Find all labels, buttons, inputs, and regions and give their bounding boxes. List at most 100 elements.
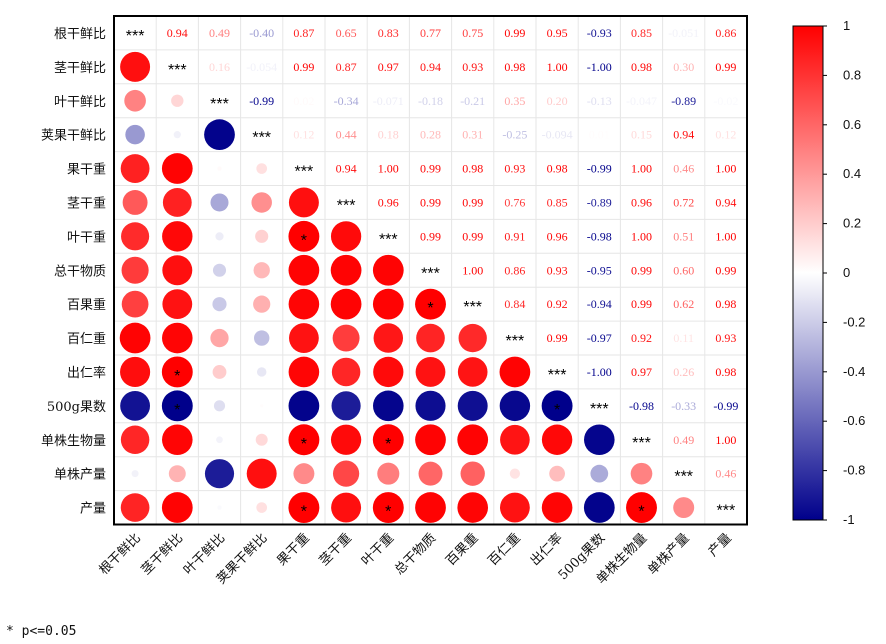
- correlation-value-label: 0.93: [462, 60, 483, 74]
- correlation-circle: [255, 229, 269, 243]
- correlation-value-label: -0.054: [246, 60, 277, 74]
- row-label: 茎干重: [67, 195, 106, 211]
- significance-mark: *: [385, 504, 391, 521]
- correlation-circle: [500, 492, 530, 523]
- correlation-value-label: 0.96: [547, 229, 568, 243]
- correlation-value-label: -0.94: [587, 297, 612, 311]
- correlation-circle: [499, 390, 531, 422]
- correlation-circle: [457, 424, 489, 456]
- correlation-value-label: 0.99: [420, 162, 441, 176]
- plot-frame: [113, 15, 748, 526]
- correlation-circle: [500, 424, 530, 455]
- correlation-circle: [415, 390, 446, 421]
- correlation-value-label: 0.30: [673, 60, 694, 74]
- correlation-value-label: -0.047: [626, 94, 657, 108]
- correlation-circle: [168, 465, 186, 483]
- correlation-circle: [121, 290, 149, 318]
- correlation-value-label: 0.02: [293, 94, 314, 108]
- correlation-value-label: 0.93: [715, 331, 736, 345]
- correlation-circle: [457, 390, 488, 421]
- column-label: 茎干鲜比: [139, 531, 186, 578]
- correlation-value-label: -0.25: [502, 128, 527, 142]
- correlation-circle: [260, 404, 264, 408]
- colorbar-tick-label: 0.4: [843, 166, 861, 181]
- correlation-circle: [590, 464, 609, 483]
- correlation-circle: [217, 166, 222, 171]
- significance-mark: *: [638, 504, 644, 521]
- correlation-value-label: -0.99: [713, 399, 738, 413]
- correlation-circle: [120, 51, 151, 82]
- correlation-value-label: 1.00: [715, 162, 736, 176]
- correlation-circle: [253, 262, 270, 279]
- correlation-value-label: 0.99: [715, 60, 736, 74]
- correlation-circle: [212, 297, 227, 312]
- diagonal-mark: ***: [590, 401, 609, 418]
- correlation-value-label: 0.92: [547, 297, 568, 311]
- correlation-value-label: 0.62: [673, 297, 694, 311]
- diagonal-mark: ***: [674, 469, 693, 486]
- correlation-value-label: 0.12: [293, 128, 314, 142]
- correlation-value-label: -0.051: [668, 26, 699, 40]
- correlation-circle: [256, 502, 268, 513]
- column-label: 产量: [706, 531, 735, 560]
- significance-mark: *: [385, 436, 391, 453]
- correlation-value-label: -0.071: [373, 94, 404, 108]
- correlation-value-label: 0.44: [336, 128, 357, 142]
- correlation-value-label: 0.99: [715, 263, 736, 277]
- column-label: 叶干重: [358, 530, 397, 569]
- correlation-value-label: 0.76: [504, 195, 525, 209]
- correlation-value-label: 0.95: [547, 26, 568, 40]
- correlation-circle: [549, 465, 565, 482]
- diagonal-mark: ***: [168, 62, 187, 79]
- correlation-value-label: 0.12: [715, 128, 736, 142]
- row-label: 叶干鲜比: [54, 95, 106, 110]
- column-label: 百仁重: [485, 530, 524, 569]
- colorbar: -1 -0.8 -0.6 -0.4 -0.2 0 0.2 0.4 0.6 0.8 1: [792, 18, 865, 527]
- correlation-value-label: -0.40: [249, 26, 274, 40]
- correlation-value-label: -0.99: [587, 162, 612, 176]
- correlation-circle: [162, 289, 193, 320]
- correlation-circle: [125, 124, 145, 145]
- row-label: 茎干鲜比: [54, 61, 106, 76]
- correlation-value-label: 0.99: [631, 297, 652, 311]
- significance-mark: *: [174, 368, 180, 385]
- correlation-value-label: 1.00: [715, 229, 736, 243]
- correlation-circle: [288, 390, 320, 422]
- correlation-value-label: 0.98: [715, 297, 736, 311]
- correlation-value-label: 0.28: [420, 128, 441, 142]
- diagonal-mark: ***: [463, 299, 482, 316]
- correlation-circle: [372, 492, 404, 523]
- correlation-value-label: 0.49: [209, 26, 230, 40]
- correlation-value-label: 0.49: [673, 433, 694, 447]
- correlation-circle: [131, 470, 139, 478]
- row-label: 百仁重: [67, 331, 106, 347]
- correlation-value-label: -0.13: [587, 94, 612, 108]
- correlation-circle: [288, 254, 320, 286]
- correlation-value-label: 0.94: [715, 195, 736, 209]
- correlation-circle: [256, 367, 267, 377]
- correlation-value-label: -1.00: [587, 365, 612, 379]
- correlation-circle: [458, 323, 487, 353]
- correlation-value-label: 0.16: [209, 60, 230, 74]
- correlation-value-label: 0.20: [547, 94, 568, 108]
- correlation-value-label: 0.98: [462, 162, 483, 176]
- correlation-value-label: 1.00: [547, 60, 568, 74]
- correlation-circle: [372, 288, 404, 320]
- correlation-circle: [416, 323, 445, 353]
- column-label: 总干物质: [392, 531, 439, 578]
- correlation-value-label: 0.87: [336, 60, 357, 74]
- correlation-value-label: 0.72: [673, 195, 694, 209]
- correlation-circle: [331, 391, 361, 421]
- correlation-circle: [204, 119, 235, 151]
- row-label: 500g果数: [47, 400, 106, 415]
- diagonal-mark: ***: [506, 333, 525, 350]
- correlation-circle: [541, 390, 573, 422]
- correlation-circle: [418, 461, 443, 486]
- colorbar-tick-label: 1: [843, 18, 850, 33]
- diagonal-mark: ***: [210, 96, 229, 113]
- correlation-circle: [583, 492, 615, 523]
- diagonal-mark: ***: [379, 231, 398, 248]
- correlation-circle: [212, 263, 227, 277]
- correlation-circle: [330, 254, 362, 286]
- correlation-value-label: 0.83: [378, 26, 399, 40]
